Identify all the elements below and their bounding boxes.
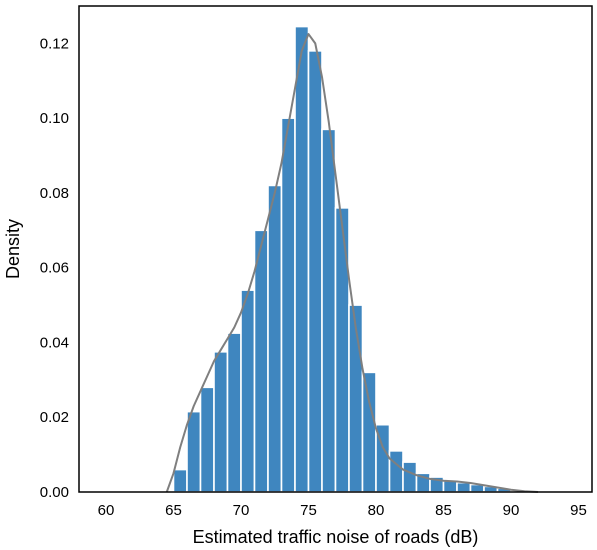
x-tick-label: 65 <box>165 502 182 519</box>
histogram-bar <box>361 371 377 493</box>
x-tick-label: 80 <box>368 502 385 519</box>
x-tick-label: 60 <box>98 502 115 519</box>
y-tick-label: 0.10 <box>40 110 69 127</box>
y-tick-label: 0.04 <box>40 334 69 351</box>
y-ticks: 0.00 0.02 0.04 0.06 0.08 0.10 0.12 <box>40 35 69 501</box>
x-axis-title: Estimated traffic noise of roads (dB) <box>193 527 479 547</box>
histogram-bar <box>442 479 458 493</box>
histogram-bar <box>402 461 418 493</box>
y-axis-title: Density <box>3 219 23 279</box>
kde-layer <box>165 33 539 493</box>
x-ticks: 60 65 70 75 80 85 90 95 <box>98 502 587 519</box>
x-tick-label: 75 <box>300 502 317 519</box>
y-tick-label: 0.12 <box>40 35 69 52</box>
x-tick-label: 85 <box>435 502 452 519</box>
histogram-bar <box>226 332 242 493</box>
histogram-bar <box>199 386 215 493</box>
histogram-bar <box>253 229 269 493</box>
histogram-bar <box>456 481 472 493</box>
y-tick-label: 0.02 <box>40 409 69 426</box>
histogram-bar <box>388 450 404 493</box>
histogram-bar <box>307 50 323 493</box>
histogram-bar <box>280 117 296 493</box>
histogram-bar <box>267 184 283 493</box>
histogram-bar <box>321 128 337 493</box>
histogram-bar <box>172 468 188 493</box>
histogram-bar <box>213 351 229 493</box>
bars-layer <box>172 25 512 493</box>
x-tick-label: 90 <box>503 502 520 519</box>
histogram-bar <box>186 410 202 493</box>
x-tick-label: 95 <box>570 502 587 519</box>
plot-frame <box>78 5 593 493</box>
kde-line <box>165 33 539 493</box>
histogram-bar <box>240 289 256 493</box>
histogram-bar <box>294 25 310 493</box>
histogram-bar <box>334 207 350 493</box>
y-tick-label: 0.00 <box>40 484 69 501</box>
y-tick-label: 0.06 <box>40 260 69 277</box>
y-tick-label: 0.08 <box>40 185 69 202</box>
x-tick-label: 70 <box>233 502 250 519</box>
